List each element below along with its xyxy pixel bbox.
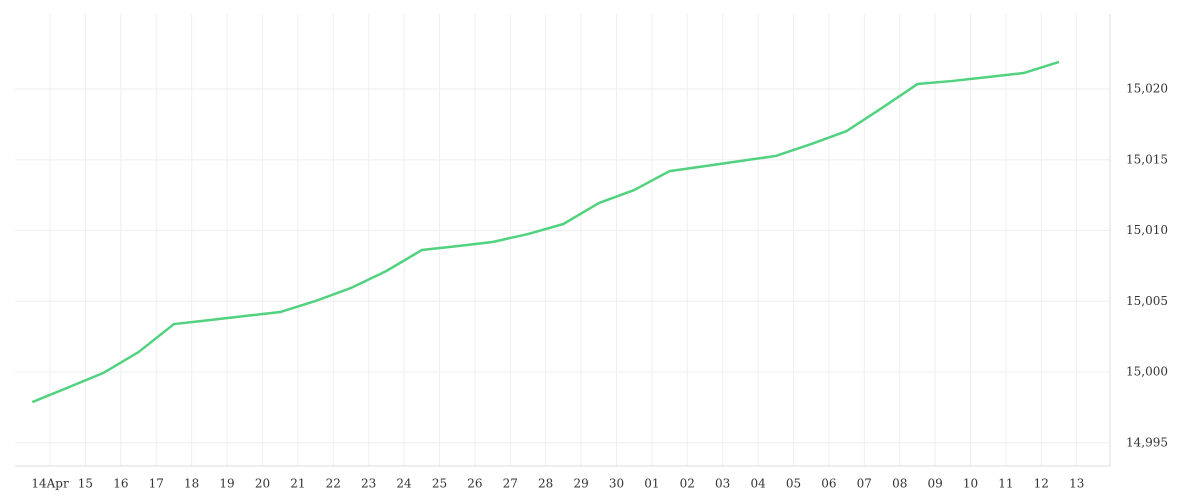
x-tick-label: 29: [573, 477, 588, 491]
x-tick-label: 04: [750, 477, 766, 491]
x-tick-label: 01: [644, 477, 659, 491]
x-tick-label: 24: [396, 477, 412, 491]
x-tick-label: 30: [609, 477, 624, 491]
x-tick-label: 05: [786, 477, 801, 491]
x-tick-label: 21: [290, 477, 305, 491]
x-tick-label: 11: [998, 477, 1013, 491]
x-tick-label: 17: [149, 477, 164, 491]
x-tick-label: 18: [184, 477, 199, 491]
x-tick-label: 06: [821, 477, 836, 491]
x-tick-label: 09: [927, 477, 942, 491]
x-tick-label: 19: [219, 477, 234, 491]
x-tick-label: 16: [113, 477, 128, 491]
x-tick-label: 27: [503, 477, 518, 491]
data-line: [31, 60, 1060, 404]
y-tick-label: 15,010: [1126, 223, 1168, 237]
x-tick-label: 14Apr: [31, 477, 69, 491]
x-tick-label: 20: [255, 477, 270, 491]
x-tick-label: 15: [78, 477, 93, 491]
x-tick-label: 10: [963, 477, 978, 491]
x-tick-label: 26: [467, 477, 482, 491]
x-tick-label: 22: [326, 477, 341, 491]
x-tick-label: 13: [1069, 477, 1084, 491]
x-tick-label: 03: [715, 477, 730, 491]
y-tick-label: 15,015: [1126, 152, 1168, 166]
y-tick-label: 15,005: [1126, 294, 1168, 308]
x-tick-label: 28: [538, 477, 553, 491]
y-tick-label: 15,000: [1126, 365, 1168, 379]
x-tick-label: 08: [892, 477, 907, 491]
x-tick-label: 02: [680, 477, 695, 491]
y-tick-label: 14,995: [1126, 435, 1168, 449]
x-tick-label: 25: [432, 477, 447, 491]
y-tick-label: 15,020: [1126, 82, 1168, 96]
x-tick-label: 12: [1034, 477, 1049, 491]
x-tick-label: 07: [857, 477, 872, 491]
x-tick-label: 23: [361, 477, 376, 491]
